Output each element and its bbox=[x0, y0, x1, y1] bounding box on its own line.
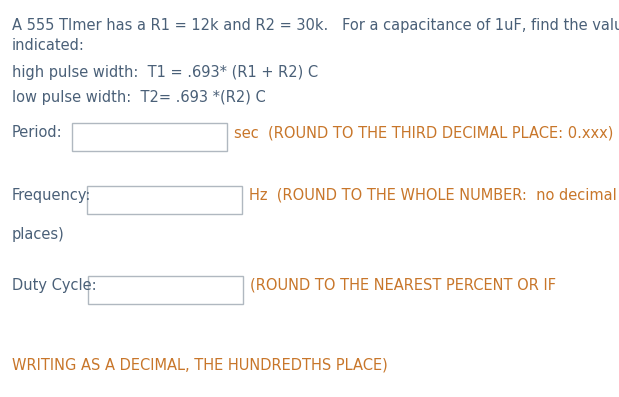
Text: Duty Cycle:: Duty Cycle: bbox=[12, 278, 97, 293]
Text: low pulse width:  T2= .693 *(R2) C: low pulse width: T2= .693 *(R2) C bbox=[12, 90, 266, 105]
Text: Frequency:: Frequency: bbox=[12, 188, 92, 203]
Bar bbox=[72, 123, 227, 151]
Bar bbox=[88, 276, 243, 304]
Text: (ROUND TO THE NEAREST PERCENT OR IF: (ROUND TO THE NEAREST PERCENT OR IF bbox=[250, 278, 556, 293]
Text: places): places) bbox=[12, 227, 65, 242]
Text: A 555 TImer has a R1 = 12k and R2 = 30k.   For a capacitance of 1uF, find the va: A 555 TImer has a R1 = 12k and R2 = 30k.… bbox=[12, 18, 619, 33]
Text: sec  (ROUND TO THE THIRD DECIMAL PLACE: 0.xxx): sec (ROUND TO THE THIRD DECIMAL PLACE: 0… bbox=[234, 125, 613, 140]
Text: indicated:: indicated: bbox=[12, 38, 85, 53]
Text: Period:: Period: bbox=[12, 125, 63, 140]
Text: Hz  (ROUND TO THE WHOLE NUMBER:  no decimal: Hz (ROUND TO THE WHOLE NUMBER: no decima… bbox=[249, 188, 617, 203]
Text: high pulse width:  T1 = .693* (R1 + R2) C: high pulse width: T1 = .693* (R1 + R2) C bbox=[12, 65, 318, 80]
Text: WRITING AS A DECIMAL, THE HUNDREDTHS PLACE): WRITING AS A DECIMAL, THE HUNDREDTHS PLA… bbox=[12, 358, 387, 373]
Bar bbox=[87, 186, 242, 214]
